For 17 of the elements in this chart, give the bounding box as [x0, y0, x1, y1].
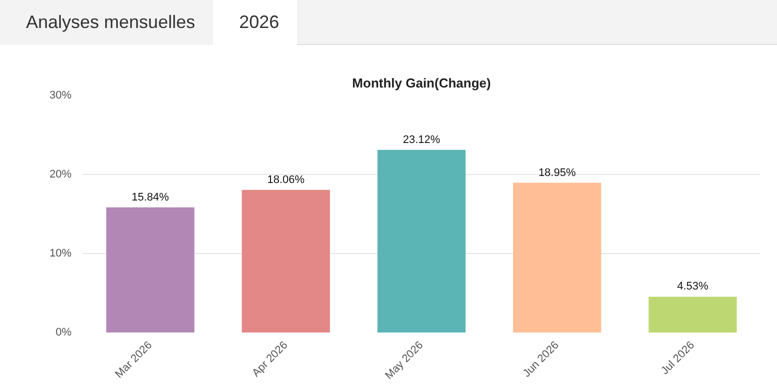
- data-label: 15.84%: [132, 191, 170, 204]
- bar: [513, 182, 602, 332]
- y-tick-label: 20%: [49, 168, 72, 180]
- chart-title: Monthly Gain(Change): [352, 76, 491, 90]
- data-label: 18.06%: [267, 174, 305, 186]
- bar: [106, 207, 194, 332]
- text: Analyses mensuelles: [0, 0, 214, 45]
- y-tick-label: 30%: [49, 90, 72, 102]
- bar: [648, 296, 737, 332]
- data-label: 4.53%: [677, 280, 709, 293]
- data-label: 18.95%: [538, 166, 576, 179]
- y-tick-label: 10%: [49, 248, 72, 260]
- text: 2026: [213, 0, 298, 45]
- data-label: 23.12%: [402, 134, 440, 146]
- bar: [377, 150, 466, 332]
- y-tick-label: 0%: [56, 326, 72, 338]
- bar: [242, 190, 330, 332]
